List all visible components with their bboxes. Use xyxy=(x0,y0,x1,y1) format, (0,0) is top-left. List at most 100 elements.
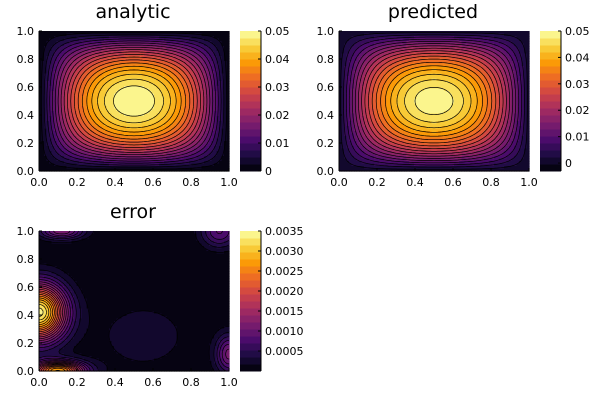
contour-cell xyxy=(176,36,180,40)
contour-cell xyxy=(164,58,168,62)
contour-cell xyxy=(116,88,120,92)
contour-cell xyxy=(204,161,208,165)
contour-cell xyxy=(479,36,483,40)
contour-cell xyxy=(186,101,190,105)
contour-cell xyxy=(106,163,110,167)
contour-cell xyxy=(54,113,58,117)
contour-cell xyxy=(174,116,178,120)
contour-cell xyxy=(169,33,173,37)
contour-cell xyxy=(196,93,200,97)
contour-cell xyxy=(91,46,95,50)
contour-cell xyxy=(64,146,68,150)
contour-cell xyxy=(164,116,168,120)
contour-cell xyxy=(134,76,138,80)
contour-cell xyxy=(169,61,173,65)
contour-cell xyxy=(99,108,103,112)
contour-cell xyxy=(179,133,183,137)
contour-cell xyxy=(139,116,143,120)
contour-cell xyxy=(41,126,45,130)
contour-cell xyxy=(76,121,80,125)
contour-cell xyxy=(181,166,185,170)
contour-cell xyxy=(181,41,185,45)
contour-cell xyxy=(41,51,45,55)
contour-cell xyxy=(69,83,73,87)
contour-cell xyxy=(141,123,145,127)
contour-cell xyxy=(119,133,123,137)
contour-cell xyxy=(166,66,170,70)
contour-line xyxy=(63,49,205,153)
contour-cell xyxy=(216,123,220,127)
contour-cell xyxy=(211,31,215,35)
contour-cell xyxy=(191,31,195,35)
contour-cell xyxy=(49,143,53,147)
contour-cell xyxy=(94,133,98,137)
contour-cell xyxy=(59,33,63,37)
contour-cell xyxy=(396,41,400,45)
contour-cell xyxy=(481,46,485,50)
contour-cell xyxy=(91,153,95,157)
contour-cell xyxy=(74,146,78,150)
contour-cell xyxy=(141,141,145,145)
contour-cell xyxy=(109,71,113,75)
contour-cell xyxy=(184,61,188,65)
contour-cell xyxy=(169,163,173,167)
contour-cell xyxy=(44,161,48,165)
contour-cell xyxy=(141,111,145,115)
contour-cell xyxy=(466,46,470,50)
contour-cell xyxy=(421,46,425,50)
contour-cell xyxy=(121,38,125,42)
contour-cell xyxy=(121,71,125,75)
contour-cell xyxy=(364,36,368,40)
contour-cell xyxy=(224,56,228,60)
contour-cell xyxy=(191,83,195,87)
contour-cell xyxy=(174,41,178,45)
contour-cell xyxy=(114,98,118,102)
contour-cell xyxy=(124,131,128,135)
contour-cell xyxy=(161,121,165,125)
contour-cell xyxy=(176,116,180,120)
contour-cell xyxy=(206,91,210,95)
contour-cell xyxy=(86,76,90,80)
contour-cell xyxy=(464,48,468,52)
contour-cell xyxy=(216,68,220,72)
contour-cell xyxy=(51,156,55,160)
contour-cell xyxy=(119,88,123,92)
contour-cell xyxy=(204,53,208,57)
contour-cell xyxy=(81,126,85,130)
contour-cell xyxy=(176,121,180,125)
contour-cell xyxy=(81,31,85,35)
contour-cell xyxy=(136,36,140,40)
contour-cell xyxy=(39,128,43,132)
contour-cell xyxy=(184,86,188,90)
contour-cell xyxy=(74,133,78,137)
contour-cell xyxy=(44,48,48,52)
contour-cell xyxy=(171,71,175,75)
contour-cell xyxy=(364,38,368,42)
contour-cell xyxy=(179,96,183,100)
contour-cell xyxy=(104,121,108,125)
contour-cell xyxy=(189,133,193,137)
contour-cell xyxy=(134,91,138,95)
contour-cell xyxy=(51,46,55,50)
contour-cell xyxy=(84,103,88,107)
contour-cell xyxy=(91,83,95,87)
contour-cell xyxy=(186,166,190,170)
contour-cell xyxy=(121,161,125,165)
contour-cell xyxy=(116,151,120,155)
contour-cell xyxy=(61,83,65,87)
contour-cell xyxy=(156,48,160,52)
contour-cell xyxy=(136,101,140,105)
contour-cell xyxy=(226,48,230,52)
contour-cell xyxy=(81,38,85,42)
contour-cell xyxy=(139,36,143,40)
contour-cell xyxy=(124,116,128,120)
contour-cell xyxy=(59,108,63,112)
contour-cell xyxy=(224,53,228,57)
contour-cell xyxy=(39,121,43,125)
contour-cell xyxy=(194,46,198,50)
contour-cell xyxy=(379,31,383,35)
contour-cell xyxy=(206,98,210,102)
contour-cell xyxy=(101,88,105,92)
contour-cell xyxy=(164,48,168,52)
contour-cell xyxy=(219,123,223,127)
